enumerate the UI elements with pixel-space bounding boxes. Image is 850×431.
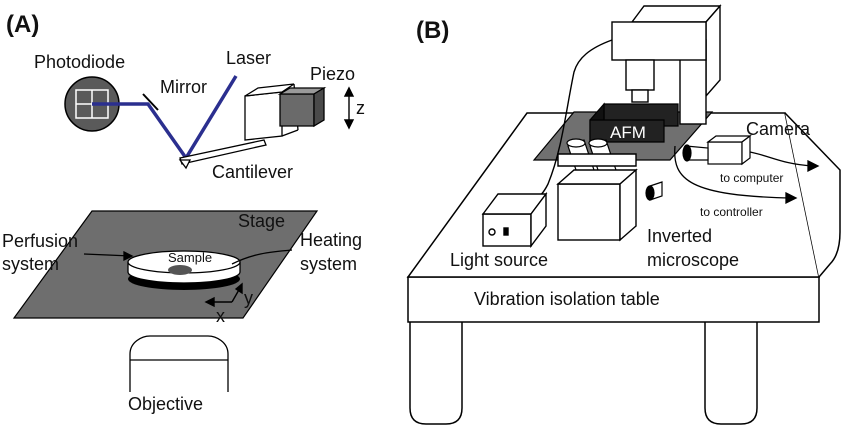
to-controller-label: to controller xyxy=(700,205,763,219)
panel-b-letter: (B) xyxy=(416,17,449,44)
heating-label-line2: system xyxy=(300,254,357,274)
inverted-microscope-label-line2: microscope xyxy=(647,250,739,270)
laser-beam xyxy=(92,75,238,160)
cantilever-holder xyxy=(244,83,299,141)
panel-a: (A) Photodiode Mirror Laser xyxy=(2,11,365,414)
computer-cable xyxy=(749,151,820,173)
z-axis-arrow xyxy=(343,86,355,130)
perfusion-line xyxy=(83,250,134,262)
piezo-block xyxy=(277,86,327,128)
mirror xyxy=(142,93,159,111)
photodiode-label: Photodiode xyxy=(34,52,125,72)
laser-label: Laser xyxy=(226,48,271,68)
x-axis-label: x xyxy=(216,306,225,326)
panel-b: (B) Vibration isolation table xyxy=(406,4,841,425)
lens-knob xyxy=(645,181,663,201)
camera xyxy=(682,134,752,166)
table-front xyxy=(407,276,820,323)
cantilever-label: Cantilever xyxy=(212,162,293,182)
table-label: Vibration isolation table xyxy=(474,289,660,309)
sample-spot xyxy=(168,265,192,275)
heating-label-line1: Heating xyxy=(300,230,362,250)
heating-line xyxy=(231,249,293,265)
sample-dish xyxy=(127,250,241,290)
panel-a-letter: (A) xyxy=(6,11,39,38)
perfusion-label-line2: system xyxy=(2,254,59,274)
table-legs xyxy=(409,322,758,425)
light-source-box xyxy=(481,191,548,249)
sample-label: Sample xyxy=(168,250,212,265)
camera-label: Camera xyxy=(746,119,811,139)
objective-label: Objective xyxy=(128,394,203,414)
microscope-tower xyxy=(611,4,722,125)
perfusion-label-line1: Perfusion xyxy=(2,231,78,251)
cantilever xyxy=(178,139,267,170)
light-source-label: Light source xyxy=(450,250,548,270)
to-computer-label: to computer xyxy=(720,171,783,185)
z-axis-label: z xyxy=(356,98,365,118)
table-side xyxy=(784,112,841,278)
inverted-microscope-body xyxy=(556,153,638,242)
controller-cable xyxy=(674,145,798,205)
y-axis-label: y xyxy=(244,288,253,308)
mirror-label: Mirror xyxy=(160,77,207,97)
stage-label: Stage xyxy=(238,211,285,231)
inverted-microscope-label-line1: Inverted xyxy=(647,226,712,246)
afm-box xyxy=(589,102,679,144)
xy-axes xyxy=(204,282,243,308)
objective xyxy=(129,335,229,392)
afm-label: AFM xyxy=(610,123,646,142)
piezo-label: Piezo xyxy=(310,64,355,84)
